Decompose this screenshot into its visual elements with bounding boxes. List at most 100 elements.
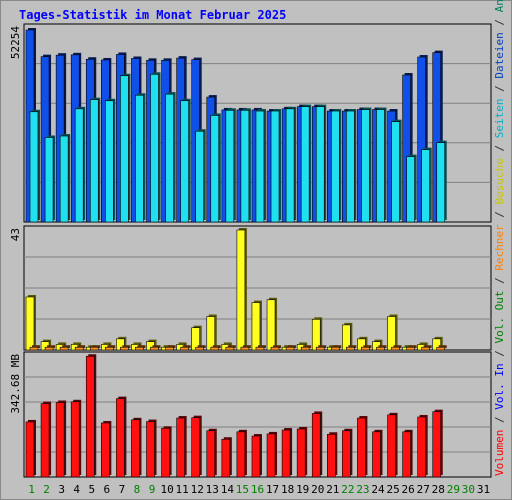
legend-part: Anfragen: [493, 0, 506, 12]
bar-besuche: [25, 296, 35, 351]
bar-rechner: [270, 346, 280, 351]
legend-part: Vol. In: [493, 363, 506, 409]
day-label: 28: [432, 483, 445, 496]
bar-rechner: [120, 346, 129, 351]
bar-rechner-shadow: [47, 345, 56, 348]
legend-part: Volumen: [493, 430, 506, 476]
bar-volumen: [387, 414, 396, 478]
day-label: 30: [462, 483, 475, 496]
day-label: 20: [311, 483, 324, 496]
bar-rechner: [225, 346, 235, 351]
legend-part: /: [493, 138, 506, 158]
bar-volumen: [281, 429, 291, 478]
day-label: 26: [402, 483, 415, 496]
bar-rechner-shadow: [242, 345, 251, 348]
bar-seiten: [315, 106, 325, 223]
bar-rechner: [195, 346, 205, 351]
bar-rechner: [89, 346, 99, 351]
bar-seiten: [195, 130, 205, 223]
bar-volumen: [55, 402, 65, 478]
day-label: 11: [176, 483, 189, 496]
bar-seiten: [59, 135, 69, 223]
bar-volumen: [432, 411, 442, 478]
bar-seiten: [165, 93, 174, 223]
bar-volumen: [251, 435, 261, 478]
bar-rechner: [330, 346, 340, 351]
bar-seiten: [285, 108, 295, 223]
bar-volumen: [116, 398, 125, 478]
bar-rechner: [74, 346, 84, 351]
day-label: 14: [221, 483, 235, 496]
bar-seiten: [406, 156, 415, 223]
bar-rechner: [210, 346, 220, 351]
day-label: 13: [206, 483, 219, 496]
day-label: 21: [326, 483, 339, 496]
bar-rechner: [285, 346, 295, 351]
bar-rechner: [421, 346, 430, 351]
bar-seiten: [180, 100, 189, 223]
bar-volumen: [402, 431, 411, 478]
bar-rechner: [59, 346, 69, 351]
bar-seiten: [346, 110, 355, 223]
day-label: 22: [341, 483, 354, 496]
bar-seiten: [300, 106, 310, 223]
bar-rechner-shadow: [32, 345, 40, 348]
bar-rechner: [346, 346, 355, 351]
bar-volumen: [70, 401, 80, 478]
day-label: 29: [447, 483, 460, 496]
bar-volumen: [161, 427, 170, 478]
bar-volumen: [357, 417, 366, 478]
bar-seiten: [120, 75, 129, 223]
bar-volumen: [326, 433, 336, 478]
day-label: 17: [266, 483, 279, 496]
bar-rechner-shadow: [227, 345, 236, 348]
bar-rechner: [436, 346, 446, 351]
bar-seiten: [240, 109, 250, 223]
legend-part: /: [493, 410, 506, 430]
bar-volumen: [311, 413, 321, 478]
bar-seiten: [376, 109, 385, 223]
bar-rechner-shadow: [393, 345, 402, 348]
day-label: 18: [281, 483, 294, 496]
bar-rechner-shadow: [348, 345, 357, 348]
bar-rechner: [105, 346, 114, 351]
bar-seiten: [270, 110, 280, 223]
bar-rechner-shadow: [438, 345, 447, 348]
day-label: 19: [296, 483, 309, 496]
bar-rechner-shadow: [273, 345, 282, 348]
day-label: 6: [104, 483, 111, 496]
bar-rechner: [376, 346, 385, 351]
bar-seiten: [210, 115, 220, 223]
bar-seiten: [44, 137, 54, 223]
bar-rechner: [150, 346, 159, 351]
bar-volumen: [25, 421, 35, 478]
bar-volumen: [296, 428, 306, 478]
bar-volumen: [236, 431, 246, 478]
bar-rechner-shadow: [333, 345, 342, 348]
day-label: 15: [236, 483, 249, 496]
bar-volumen: [266, 433, 276, 478]
bar-rechner-shadow: [197, 345, 206, 348]
bar-volumen: [372, 431, 381, 478]
day-label: 7: [119, 483, 126, 496]
bar-rechner-shadow: [167, 345, 176, 348]
bar-besuche: [266, 299, 276, 351]
day-label: 3: [58, 483, 65, 496]
day-label: 23: [356, 483, 369, 496]
day-label: 8: [134, 483, 141, 496]
bar-volumen: [40, 403, 50, 478]
bar-rechner-shadow: [423, 345, 432, 348]
bar-volumen: [206, 430, 216, 478]
day-label: 5: [88, 483, 95, 496]
bar-rechner-shadow: [212, 345, 221, 348]
bar-rechner: [180, 346, 189, 351]
bar-rechner: [165, 346, 174, 351]
bar-rechner: [255, 346, 265, 351]
bar-rechner: [240, 346, 250, 351]
bar-rechner: [361, 346, 370, 351]
bar-volumen: [342, 430, 351, 478]
legend-part: Seiten: [493, 98, 506, 138]
chart-title: Tages-Statistik im Monat Februar 2025: [19, 8, 287, 22]
bar-rechner-shadow: [122, 345, 131, 348]
